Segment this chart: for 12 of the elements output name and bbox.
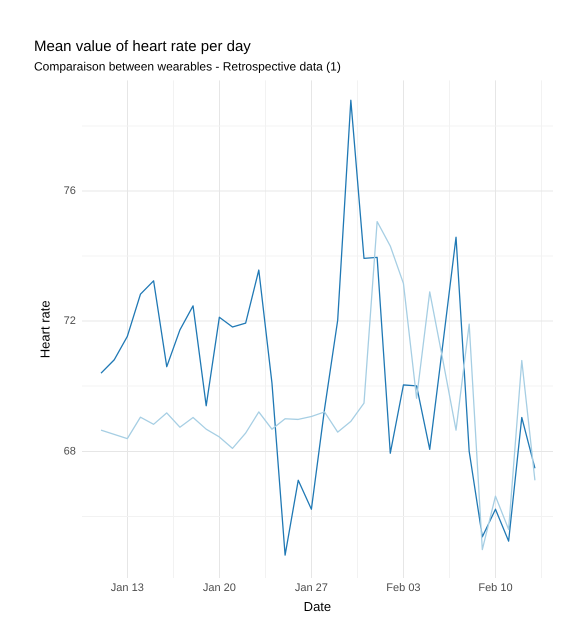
chart-subtitle: Comparaison between wearables - Retrospective data (1) xyxy=(34,60,341,74)
x-tick-label: Jan 13 xyxy=(110,582,144,594)
chart-title: Mean value of heart rate per day xyxy=(34,38,252,56)
x-tick-label: Jan 27 xyxy=(294,582,328,594)
y-tick-label: 76 xyxy=(64,185,76,198)
y-axis-title: Heart rate xyxy=(37,300,52,358)
y-tick-label: 68 xyxy=(64,445,76,458)
x-tick-label: Feb 03 xyxy=(386,582,421,594)
x-tick-label: Jan 20 xyxy=(202,582,236,594)
x-tick-label: Feb 10 xyxy=(478,582,513,594)
x-axis-title: Date xyxy=(304,598,332,614)
y-tick-label: 72 xyxy=(64,315,76,328)
